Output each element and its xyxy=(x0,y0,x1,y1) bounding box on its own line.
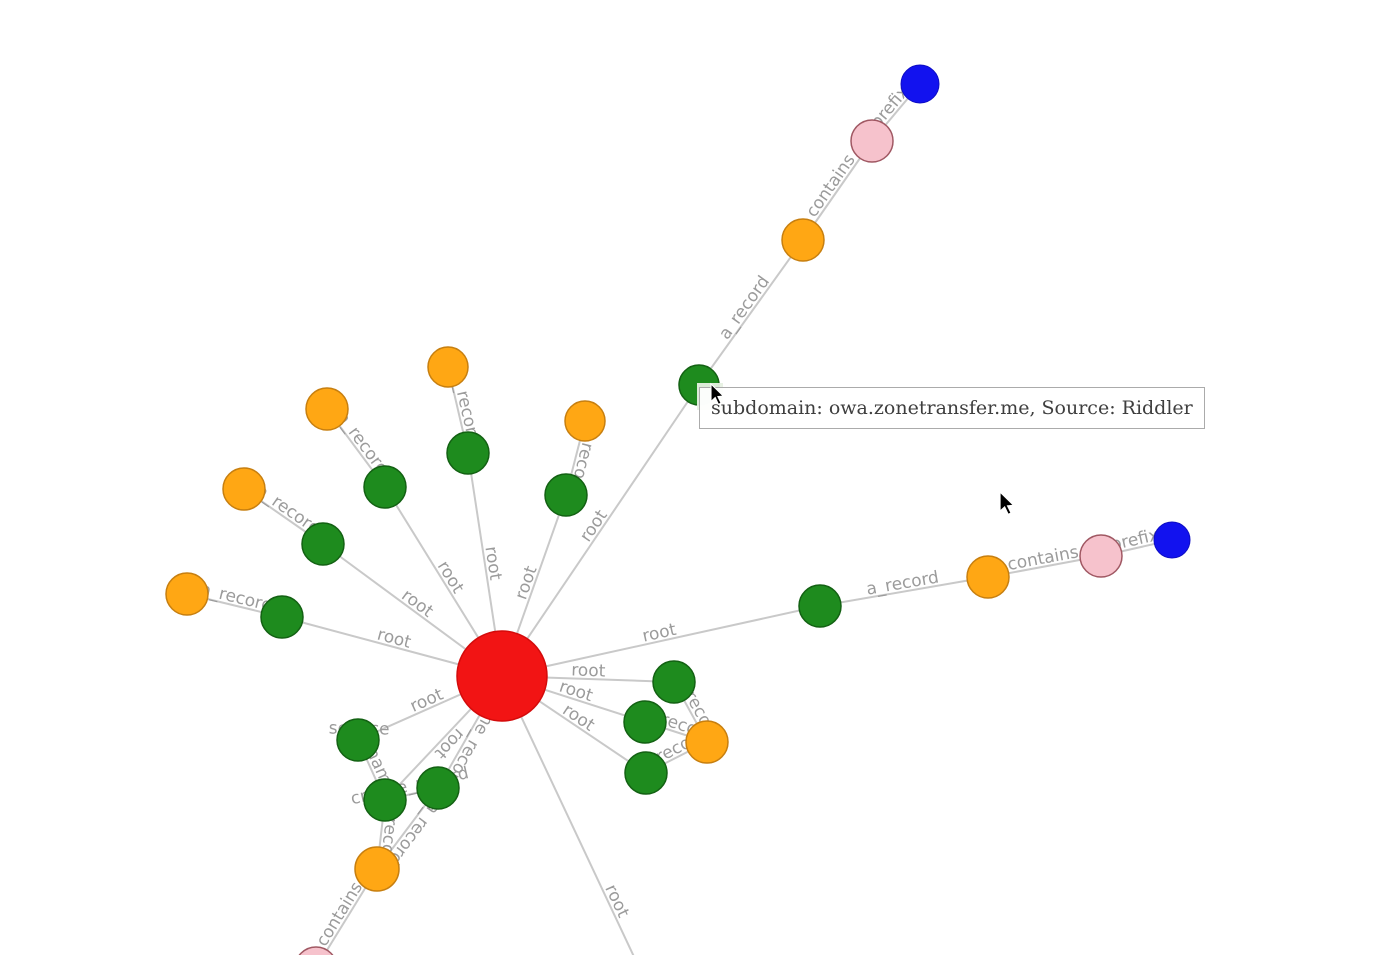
edge-label: root xyxy=(576,506,612,546)
edge-label: root xyxy=(557,677,596,707)
node-subdomain[interactable] xyxy=(336,718,380,762)
node-subdomain[interactable] xyxy=(301,522,345,566)
edge-label: root xyxy=(407,684,447,716)
edge-label: root xyxy=(571,660,606,681)
node-subdomain[interactable] xyxy=(260,595,304,639)
node-subdomain[interactable] xyxy=(798,584,842,628)
node-subdomain[interactable] xyxy=(652,660,696,704)
node-address[interactable] xyxy=(165,572,209,616)
node-netblock[interactable] xyxy=(1079,534,1123,578)
node-address[interactable] xyxy=(222,467,266,511)
node-address[interactable] xyxy=(354,846,400,892)
node-subdomain[interactable] xyxy=(623,700,667,744)
node-asn[interactable] xyxy=(900,64,940,104)
edge-label: root xyxy=(433,558,468,598)
node-domain[interactable] xyxy=(456,630,548,722)
edge xyxy=(698,239,804,386)
edge-label: root xyxy=(398,585,438,622)
node-address[interactable] xyxy=(564,400,606,442)
node-address[interactable] xyxy=(305,387,349,431)
node-address[interactable] xyxy=(966,555,1010,599)
edge-label: root xyxy=(375,625,413,653)
node-subdomain[interactable] xyxy=(446,431,490,475)
edge-label: a_record xyxy=(715,272,774,343)
node-subdomain[interactable] xyxy=(363,465,407,509)
edge xyxy=(819,576,989,607)
edge-label: a_record xyxy=(865,568,941,600)
node-subdomain[interactable] xyxy=(416,766,460,810)
node-tooltip: subdomain: owa.zonetransfer.me, Source: … xyxy=(699,387,1205,429)
tooltip-text: subdomain: owa.zonetransfer.me, Source: … xyxy=(711,397,1193,419)
edge-label: contains xyxy=(1006,542,1081,575)
node-asn[interactable] xyxy=(1153,521,1191,559)
node-address[interactable] xyxy=(685,720,729,764)
edge xyxy=(501,605,821,677)
node-subdomain[interactable] xyxy=(363,778,407,822)
edge-label: root xyxy=(600,881,633,921)
edge-label: root xyxy=(480,545,505,582)
edge-label: contains xyxy=(312,878,367,950)
edge-label: root xyxy=(640,620,678,647)
node-netblock[interactable] xyxy=(850,119,894,163)
edge xyxy=(501,675,635,955)
node-subdomain[interactable] xyxy=(624,751,668,795)
node-subdomain[interactable] xyxy=(544,473,588,517)
edge-label: contains xyxy=(802,151,860,222)
edge-label: root xyxy=(511,563,541,602)
node-address[interactable] xyxy=(781,218,825,262)
node-address[interactable] xyxy=(427,346,469,388)
node-netblock[interactable] xyxy=(295,946,337,955)
edge xyxy=(501,384,700,677)
